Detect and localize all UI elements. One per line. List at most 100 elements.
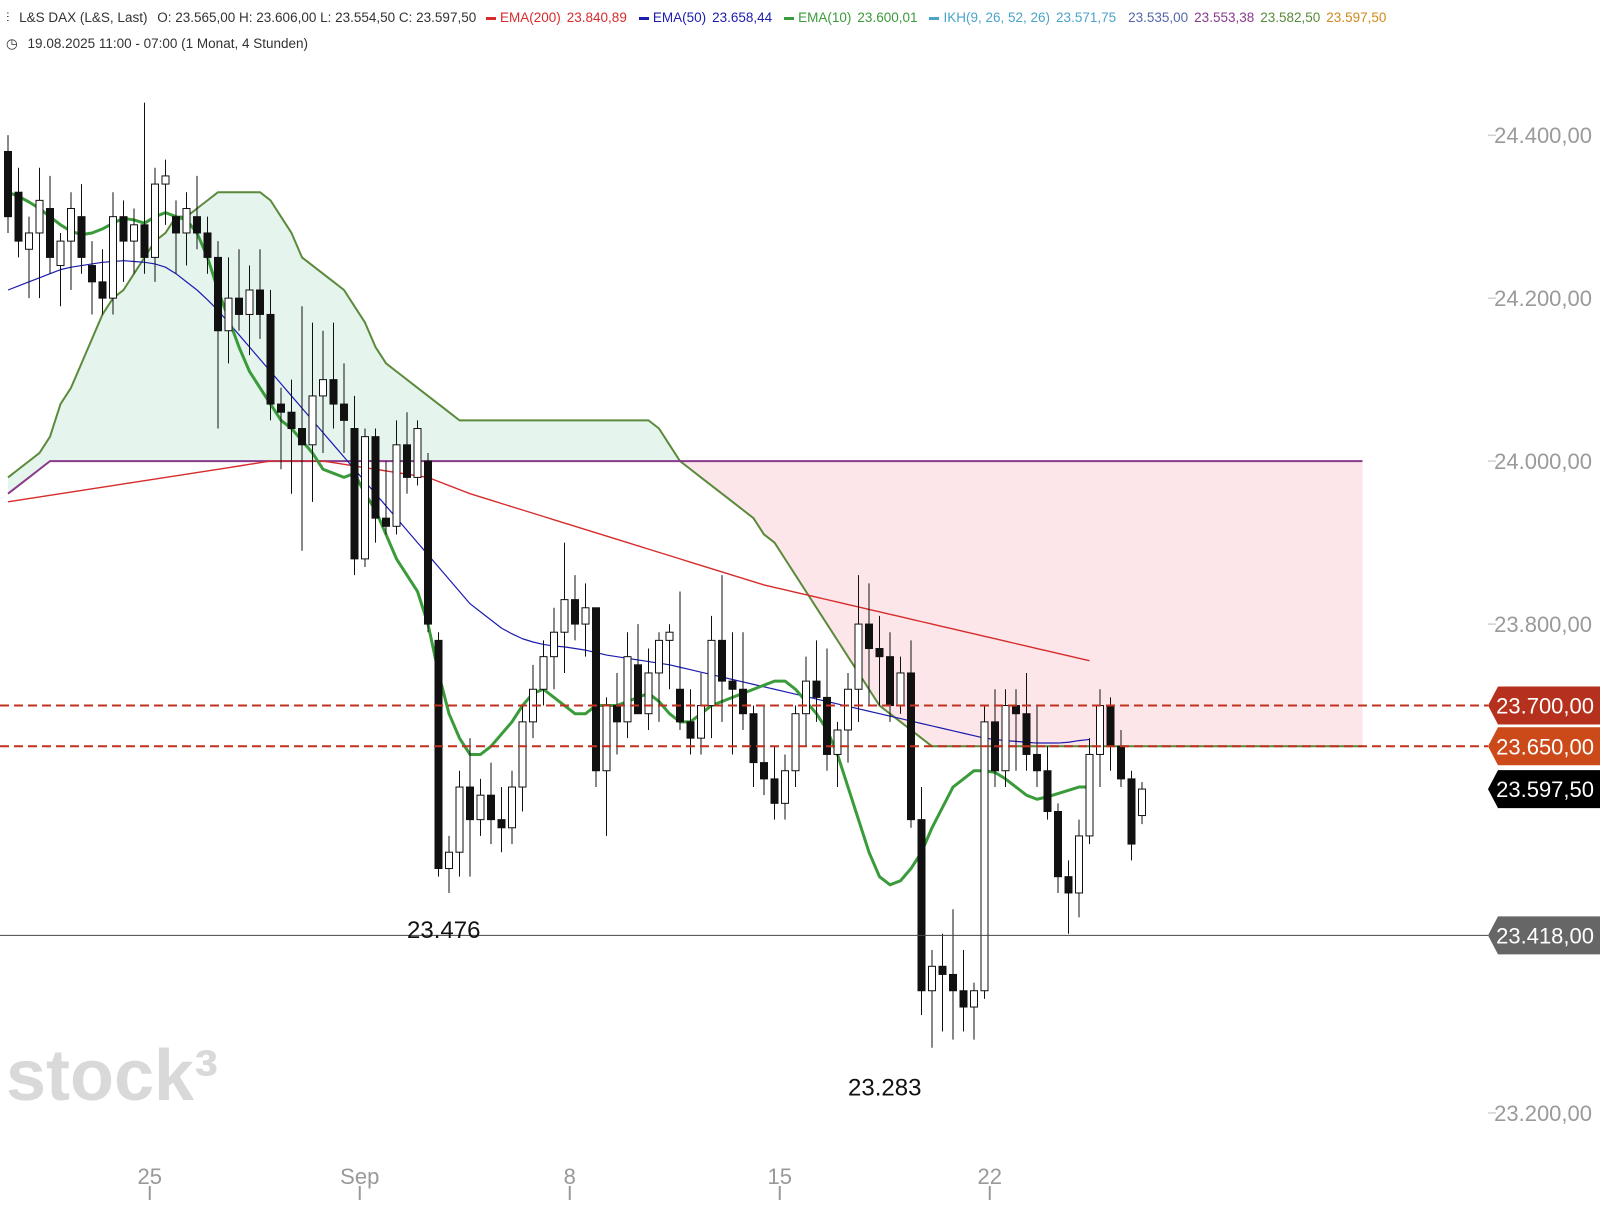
candle-body <box>634 664 642 715</box>
candle-body <box>35 199 44 234</box>
cloud-segment <box>1058 461 1069 747</box>
cloud-segment <box>638 420 649 462</box>
indicator-legend: EMA(200) 23.840,89 EMA(50) 23.658,44 EMA(10)… <box>485 10 1392 25</box>
cloud-segment <box>333 281 344 462</box>
candle-body <box>193 216 201 234</box>
candle-body <box>361 436 369 560</box>
cloud-segment <box>764 461 775 543</box>
cloud-segment <box>606 420 617 462</box>
candle-body <box>1117 745 1125 780</box>
indicator-label: IKH(9, 26, 52, 26) <box>943 10 1051 25</box>
cloud-segment <box>617 420 628 462</box>
candle-body <box>886 656 894 707</box>
candle-body <box>833 729 842 755</box>
cloud-segment <box>575 420 586 462</box>
cloud-segment <box>1194 461 1205 747</box>
cloud-segment <box>1320 461 1331 747</box>
cloud-segment <box>60 387 71 462</box>
cloud-segment <box>869 461 880 706</box>
candle-body <box>151 183 159 258</box>
cloud-segment <box>984 461 995 747</box>
candle-body <box>791 713 800 772</box>
candle-body <box>497 819 506 829</box>
cloud-segment <box>827 461 838 641</box>
candle-body <box>161 175 170 185</box>
cloud-segment <box>39 436 50 470</box>
cloud-segment <box>1184 461 1195 747</box>
clock-icon: ◷ <box>6 36 18 51</box>
candle-body <box>109 216 117 299</box>
candle-body <box>224 297 233 332</box>
cloud-segment <box>228 192 239 462</box>
cloud-segment <box>176 216 187 462</box>
low-annotation: 23.476 <box>407 917 480 944</box>
cloud-segment <box>71 363 82 462</box>
candle-body <box>686 721 695 739</box>
cloud-segment <box>1173 461 1184 747</box>
cloud-segment <box>197 200 208 462</box>
senkou-span-b-line <box>7 460 1363 495</box>
cloud-segment <box>1299 461 1310 747</box>
cloud-segment <box>900 461 911 730</box>
candle-body <box>802 680 810 715</box>
candle-body <box>865 623 873 650</box>
cloud-segment <box>1047 461 1058 747</box>
candle-body <box>707 639 716 707</box>
y-axis: 24.400,00 24.200,00 24.000,00 23.800,00 23.2… <box>1488 123 1592 1126</box>
price-badge-label: 23.700,00 <box>1496 694 1594 719</box>
candle-body <box>308 395 317 446</box>
candle-body <box>1033 753 1041 772</box>
candle-body <box>970 990 978 1008</box>
cloud-segment <box>1247 461 1258 747</box>
candle-body <box>1001 705 1010 772</box>
indicator-legend-item: EMA(10) 23.600,01 <box>784 10 923 25</box>
cloud-segment <box>659 428 670 462</box>
candle-body <box>1106 705 1115 747</box>
cloud-segment <box>438 404 449 462</box>
candle-body <box>571 599 579 625</box>
ikh-value: 23.582,50 <box>1260 10 1321 25</box>
ikh-value: 23.553,38 <box>1194 10 1255 25</box>
candle-body <box>980 721 989 992</box>
x-axis: 25 Sep 8 15 22 <box>138 1164 1002 1200</box>
cloud-segment <box>186 208 197 462</box>
candle-body <box>560 599 569 633</box>
cloud-segment <box>785 461 796 576</box>
candle-body <box>623 656 632 723</box>
price-badge <box>1488 770 1600 809</box>
cloud-segment <box>1226 461 1237 747</box>
cloud-segment <box>92 314 103 462</box>
candle-body <box>665 631 674 641</box>
candle-body <box>455 786 464 853</box>
cloud-segment <box>134 257 145 462</box>
cloud-segment <box>470 420 481 462</box>
cloud-segment <box>921 461 932 747</box>
indicator-legend-item: EMA(200) 23.840,89 <box>485 10 633 25</box>
indicator-value: 23.658,44 <box>712 10 773 25</box>
cloud-segment <box>1257 461 1268 747</box>
cloud-segment <box>29 452 40 478</box>
candle-body <box>14 191 23 242</box>
header-line-1: ⫶ L&S DAX (L&S, Last) O: 23.565,00 H: 23… <box>6 10 1398 26</box>
cloud-segment <box>1352 461 1363 747</box>
cloud-segment <box>942 461 953 747</box>
candle-body <box>130 224 138 242</box>
x-tick-label: 25 <box>138 1164 162 1189</box>
candle-body <box>382 517 390 527</box>
ema200-line <box>7 460 1090 662</box>
candle-body <box>298 428 306 446</box>
cloud-segment <box>1152 461 1163 747</box>
candle-body <box>749 713 758 764</box>
cloud-segment <box>995 461 1006 747</box>
cloud-segment <box>375 347 386 462</box>
y-tick-label: 24.400,00 <box>1494 123 1592 148</box>
cloud-segment <box>732 461 743 510</box>
cloud-segment <box>354 306 365 462</box>
indicator-value: 23.840,89 <box>566 10 627 25</box>
cloud-segment <box>554 420 565 462</box>
candle-body <box>88 265 96 283</box>
candle-body <box>434 639 443 870</box>
cloud-segment <box>365 322 376 462</box>
